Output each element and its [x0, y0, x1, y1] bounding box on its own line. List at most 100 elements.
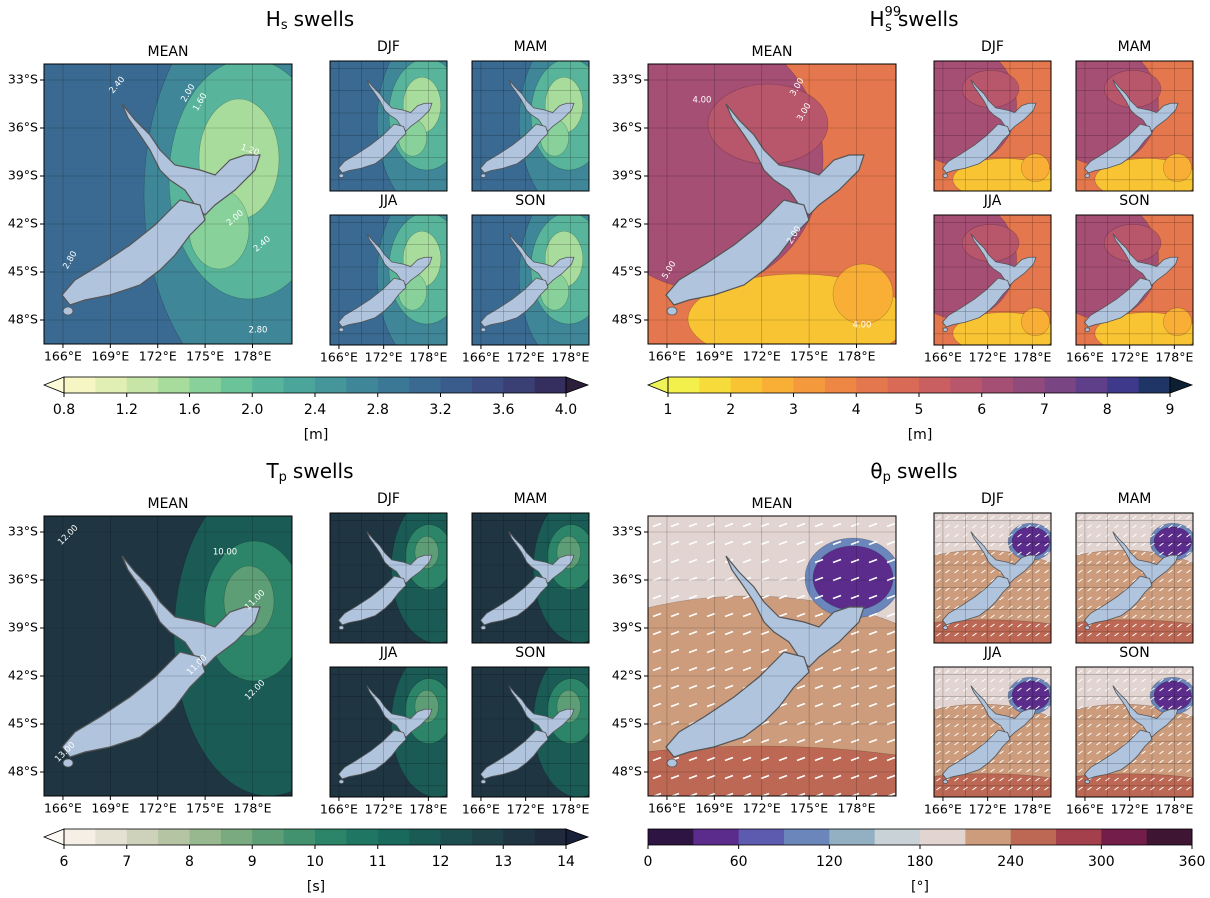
direction-arrow [1087, 587, 1092, 592]
colorbar-segment [346, 829, 379, 845]
direction-arrow [1177, 560, 1182, 565]
title-text: swells [897, 459, 958, 483]
lat-tick-label: 48°S [8, 312, 38, 327]
direction-arrow [742, 774, 752, 780]
colorbar-tick-label: 0.8 [53, 402, 75, 418]
title-text: swells [294, 7, 355, 31]
title-symbol: θ [870, 459, 882, 483]
direction-arrow [1044, 614, 1049, 619]
direction-arrow [999, 524, 1004, 529]
colorbar-segment [95, 377, 128, 393]
direction-arrow [1105, 551, 1110, 556]
direction-arrow [742, 558, 752, 564]
lat-tick-label: 39°S [612, 620, 642, 635]
direction-arrow [850, 594, 860, 600]
direction-arrow [1132, 551, 1137, 556]
direction-arrow [1159, 578, 1164, 583]
direction-arrow [1141, 696, 1146, 701]
direction-arrow [1114, 569, 1119, 574]
direction-arrow [1177, 669, 1182, 674]
direction-arrow [1132, 542, 1137, 547]
map [472, 61, 589, 191]
direction-arrow [1177, 687, 1182, 692]
subplot-label: MAM [1118, 491, 1152, 507]
lat-tick-label: 33°S [8, 524, 38, 539]
direction-arrow [706, 576, 716, 582]
colorbar-tick-label: 9 [248, 854, 257, 870]
direction-arrow [1186, 696, 1191, 701]
direction-arrow [1008, 750, 1013, 755]
direction-arrow [1123, 714, 1128, 719]
colorbar-tick-label: 360 [1179, 854, 1206, 870]
direction-arrow [652, 522, 662, 528]
direction-arrow [1078, 678, 1083, 683]
direction-arrow [706, 630, 716, 636]
contour-label: 4.00 [853, 321, 872, 331]
direction-arrow [945, 714, 950, 719]
direction-arrow [1159, 533, 1164, 538]
direction-arrow [1114, 696, 1119, 701]
direction-arrow [670, 666, 680, 672]
direction-arrow [1078, 723, 1083, 728]
panel: H99 s swellsMEAN33°S36°S39°S42°S45°S48°S16… [612, 5, 1194, 443]
lon-tick-label: 172°E [139, 801, 177, 816]
direction-arrow [670, 774, 680, 780]
direction-arrow [1035, 632, 1040, 637]
colorbar-segment [534, 377, 567, 393]
title-symbol: H [870, 7, 885, 31]
direction-arrow [1044, 632, 1049, 637]
lon-tick-label: 178°E [838, 349, 876, 364]
direction-arrow [1096, 786, 1101, 791]
direction-arrow [1150, 524, 1155, 529]
direction-arrow [1141, 524, 1146, 529]
direction-arrow [1044, 533, 1049, 538]
direction-arrow [1150, 759, 1155, 764]
direction-arrow [999, 750, 1004, 755]
lon-tick-label: 175°E [790, 349, 828, 364]
direction-arrow [1132, 632, 1137, 637]
direction-arrow [990, 632, 995, 637]
direction-arrow [760, 594, 770, 600]
direction-arrow [954, 777, 959, 782]
direction-arrow [1044, 678, 1049, 683]
colorbar-segment [1044, 377, 1077, 393]
direction-arrow [1177, 741, 1182, 746]
direction-arrow [1078, 786, 1083, 791]
lat-tick-label: 33°S [612, 524, 642, 539]
direction-arrow [1044, 714, 1049, 719]
direction-arrow [945, 678, 950, 683]
colorbar-segment [950, 377, 983, 393]
direction-arrow [1026, 596, 1031, 601]
direction-arrow [760, 774, 770, 780]
direction-arrow [1186, 524, 1191, 529]
direction-arrow [850, 630, 860, 636]
map-frame [647, 63, 897, 345]
land [62, 758, 74, 768]
direction-arrow [1114, 542, 1119, 547]
subplot-label: DJF [377, 39, 400, 55]
direction-arrow [742, 738, 752, 744]
direction-arrow [1087, 786, 1092, 791]
direction-arrow [688, 774, 698, 780]
direction-arrow [1132, 759, 1137, 764]
direction-arrow [688, 576, 698, 582]
colorbar-segment [730, 377, 763, 393]
direction-arrow [999, 777, 1004, 782]
direction-arrow [742, 612, 752, 618]
direction-arrow [850, 774, 860, 780]
direction-arrow [990, 605, 995, 610]
direction-arrow [1096, 515, 1101, 520]
map [1076, 215, 1193, 345]
direction-arrow [1150, 587, 1155, 592]
subplot-label: DJF [981, 39, 1004, 55]
direction-arrow [1035, 759, 1040, 764]
direction-arrow [954, 515, 959, 520]
lat-tick-label: 45°S [612, 716, 642, 731]
land [1083, 575, 1153, 626]
land [508, 79, 575, 132]
direction-arrow [1114, 705, 1119, 710]
direction-arrow [724, 630, 734, 636]
direction-arrow [868, 594, 878, 600]
land [1112, 685, 1179, 738]
direction-arrow [936, 551, 941, 556]
